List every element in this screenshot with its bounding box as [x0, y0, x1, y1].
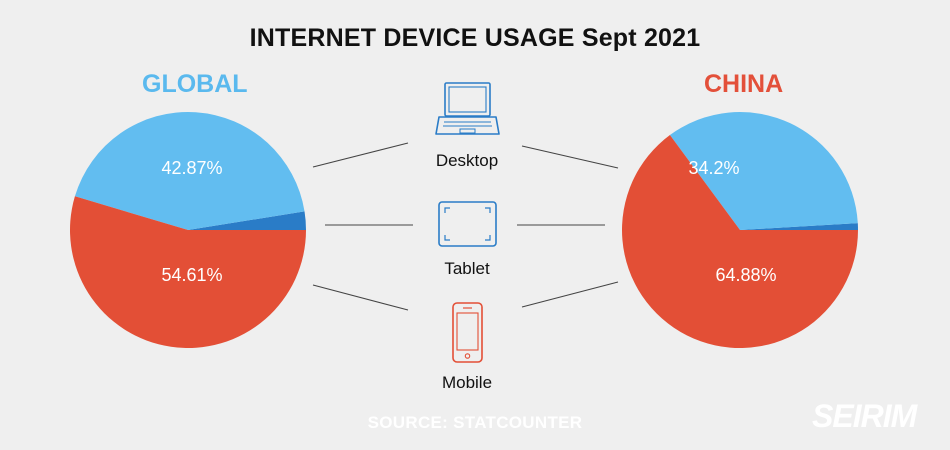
china-slice-desktop	[669, 111, 858, 230]
device-label-tablet: Tablet	[444, 259, 490, 278]
connector-global-desktop	[312, 142, 409, 168]
global-pie: 42.87% 54.61%	[69, 112, 306, 348]
global-label-desktop: 42.87%	[161, 158, 222, 178]
global-slice-mobile	[69, 196, 306, 348]
connector-lines	[312, 142, 619, 311]
chart-title: INTERNET DEVICE USAGE Sept 2021	[249, 24, 701, 52]
brand-logo: SEIRIM	[812, 398, 917, 434]
device-label-desktop: Desktop	[436, 151, 498, 170]
laptop-icon	[435, 82, 500, 135]
connector-china-desktop	[521, 145, 619, 169]
connector-china-mobile	[521, 281, 619, 308]
china-pie: 34.2% 64.88%	[622, 111, 858, 348]
global-slice-tablet	[188, 211, 306, 230]
connector-global-mobile	[312, 284, 409, 311]
china-pie-title: CHINA	[704, 70, 784, 98]
china-slice-mobile	[622, 135, 858, 348]
device-label-mobile: Mobile	[442, 373, 492, 392]
source-note: SOURCE: STATCOUNTER	[367, 413, 583, 432]
phone-icon	[452, 302, 483, 363]
global-slice-desktop	[74, 112, 305, 230]
china-label-desktop: 34.2%	[688, 158, 739, 178]
china-slice-tablet	[740, 223, 858, 230]
global-pie-title: GLOBAL	[142, 70, 248, 98]
tablet-icon	[438, 201, 497, 247]
global-label-mobile: 54.61%	[161, 265, 222, 285]
china-label-mobile: 64.88%	[715, 265, 776, 285]
